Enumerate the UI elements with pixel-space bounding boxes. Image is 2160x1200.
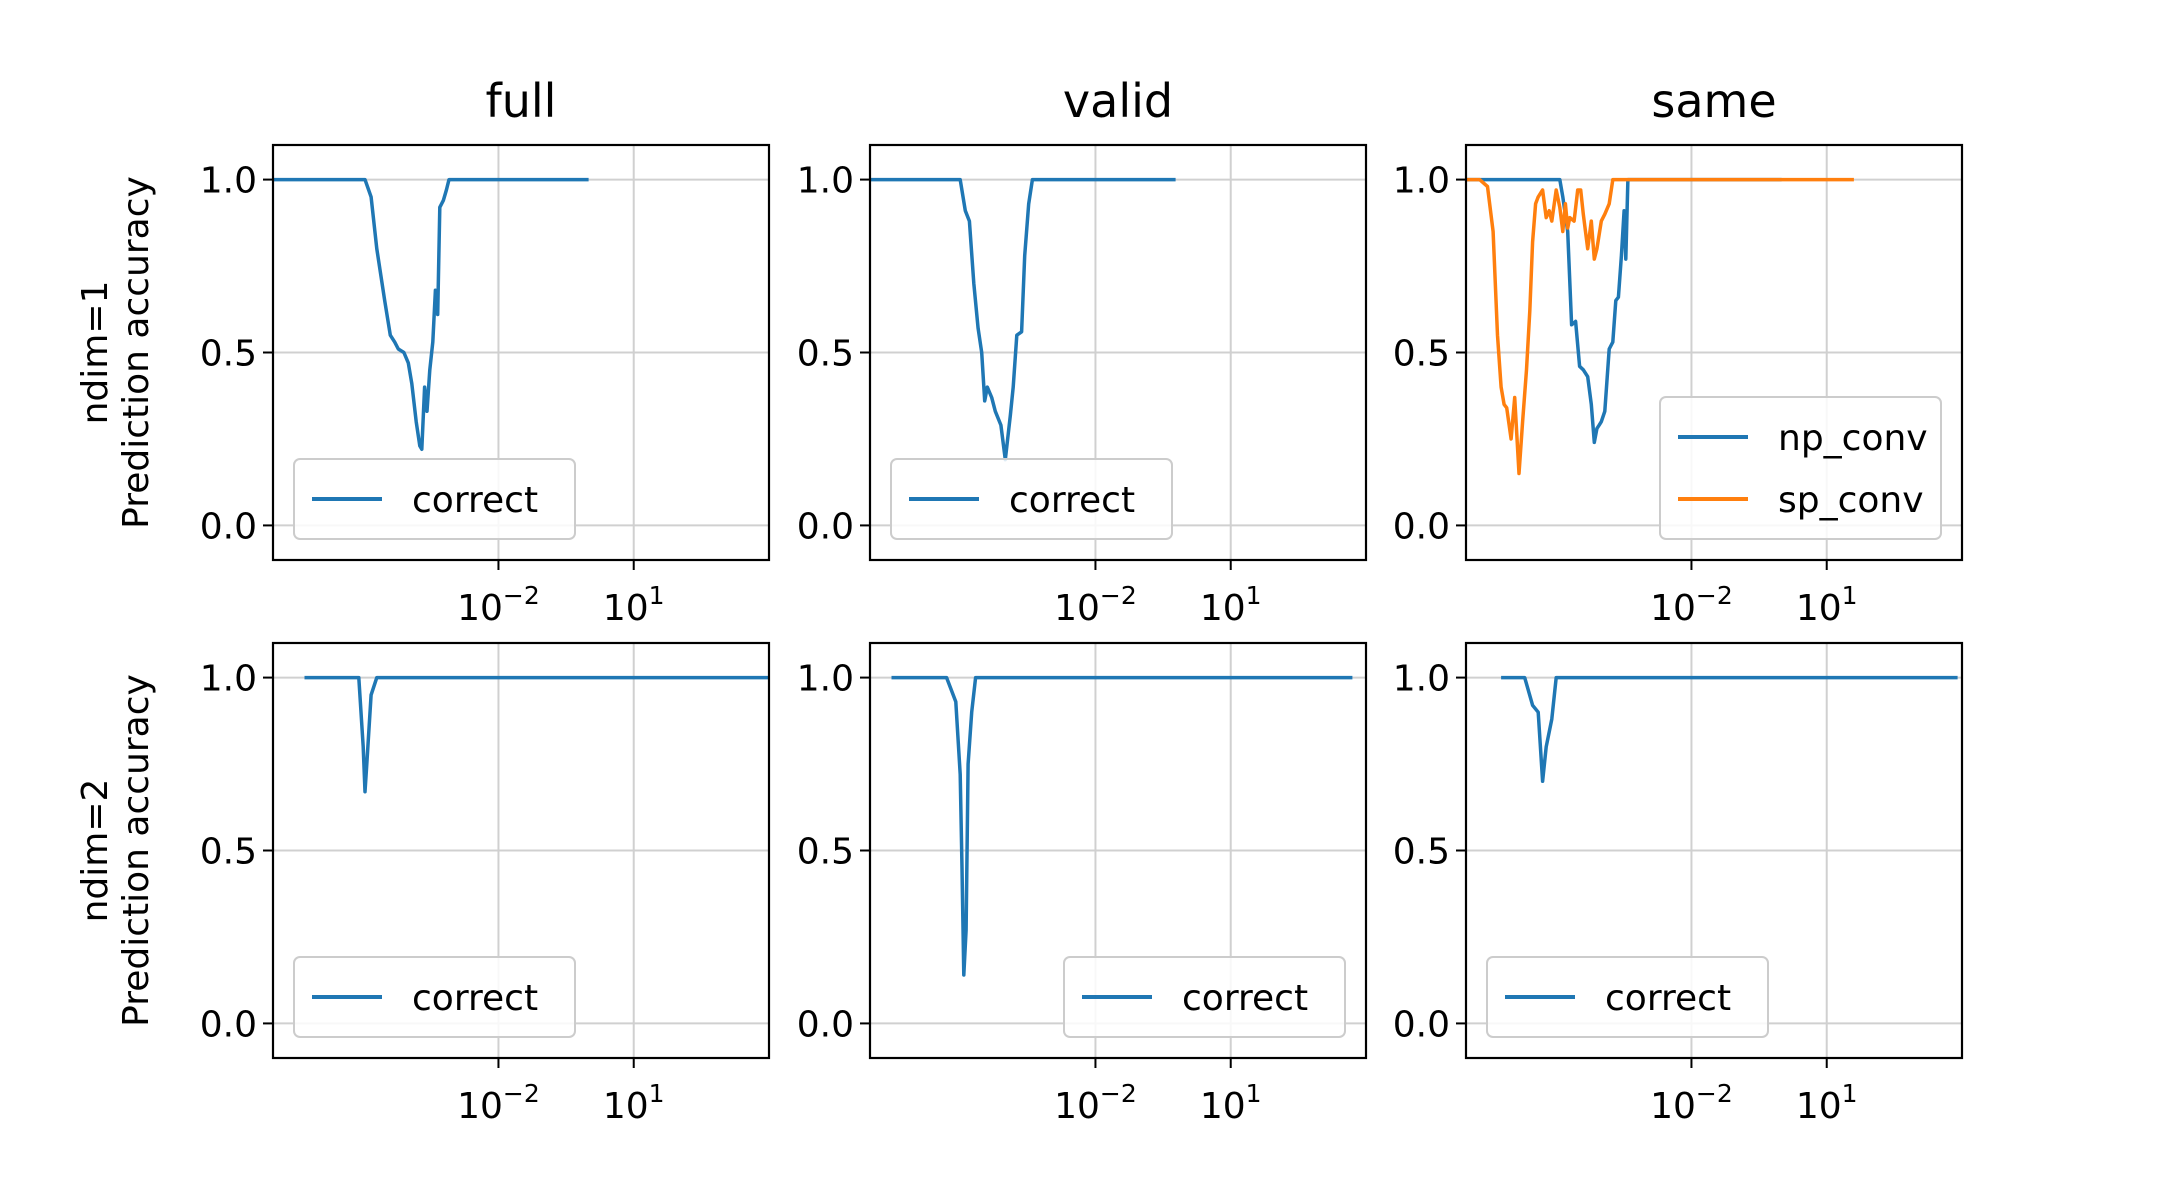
y-tick-label: 1.0 [797, 161, 854, 202]
subplot-title: same [1651, 74, 1776, 128]
x-tick-label: 10−2 [1054, 581, 1137, 629]
legend: correct [293, 458, 576, 540]
legend-label: correct [412, 978, 538, 1019]
legend: correct [1063, 956, 1346, 1038]
y-tick-label: 0.0 [797, 1004, 854, 1045]
y-tick-label: 1.0 [200, 659, 257, 700]
legend: correct [890, 458, 1173, 540]
subplot-1-1: 0.0 0.5 1.0 10−2 101 full correct [200, 74, 771, 629]
legend-box [1659, 396, 1942, 540]
y-tick-label: 0.0 [1393, 1004, 1450, 1045]
legend: np_conv sp_conv [1659, 396, 1942, 540]
subplot-1-2: 0.0 0.5 1.0 10−2 101 valid correct [797, 74, 1368, 629]
y-tick-label: 0.0 [1393, 506, 1450, 547]
legend-box [1063, 956, 1346, 1038]
legend-box [293, 956, 576, 1038]
series-line-correct [1501, 675, 1958, 784]
legend-box [1486, 956, 1769, 1038]
subplot-title: valid [1063, 74, 1173, 128]
subplot-2-3: 0.0 0.5 1.0 10−2 101 correct [1393, 641, 1964, 1127]
x-tick-label: 101 [1796, 581, 1858, 629]
y-tick-label: 0.5 [797, 832, 854, 873]
subplot-1-3: 0.0 0.5 1.0 10−2 101 same np_conv sp_conv [1393, 74, 1964, 629]
legend-box [890, 458, 1173, 540]
legend: correct [293, 956, 576, 1038]
subplot-2-1: 0.0 0.5 1.0 10−2 101 correct [200, 641, 771, 1127]
row-label-2: ndim=2 Prediction accuracy [75, 674, 157, 1027]
y-tick-label: 0.5 [1393, 334, 1450, 375]
x-tick-label: 10−2 [457, 1079, 540, 1127]
y-tick-label: 0.5 [797, 334, 854, 375]
series-line-sp-conv [1466, 177, 1854, 476]
row-label-1: ndim=1 Prediction accuracy [75, 176, 157, 529]
legend-label: correct [1182, 978, 1308, 1019]
x-tick-label: 10−2 [457, 581, 540, 629]
x-tick-label: 10−2 [1650, 1079, 1733, 1127]
legend: correct [1486, 956, 1769, 1038]
x-tick-label: 101 [603, 1079, 665, 1127]
y-tick-label: 1.0 [1393, 659, 1450, 700]
row-label-line2: Prediction accuracy [116, 674, 157, 1027]
x-tick-label: 101 [1200, 581, 1262, 629]
legend-label: sp_conv [1778, 480, 1924, 521]
row-label-line1: ndim=1 [75, 281, 116, 425]
y-tick-label: 0.5 [200, 832, 257, 873]
subplot-2-2: 0.0 0.5 1.0 10−2 101 correct [797, 641, 1368, 1127]
y-tick-label: 1.0 [200, 161, 257, 202]
y-tick-label: 1.0 [797, 659, 854, 700]
series-line-correct [891, 675, 1353, 977]
series-line-correct [304, 675, 769, 794]
y-tick-label: 0.5 [200, 334, 257, 375]
legend-label: correct [1009, 480, 1135, 521]
y-tick-label: 0.0 [200, 1004, 257, 1045]
x-tick-label: 101 [603, 581, 665, 629]
legend-label: np_conv [1778, 418, 1928, 459]
x-tick-label: 101 [1796, 1079, 1858, 1127]
row-label-line1: ndim=2 [75, 779, 116, 923]
x-tick-label: 101 [1200, 1079, 1262, 1127]
series-line-correct [273, 177, 589, 452]
legend-label: correct [412, 480, 538, 521]
y-tick-label: 0.0 [797, 506, 854, 547]
row-label-line2: Prediction accuracy [116, 176, 157, 529]
subplot-title: full [486, 74, 557, 128]
y-tick-label: 0.5 [1393, 832, 1450, 873]
y-tick-label: 1.0 [1393, 161, 1450, 202]
panels: 0.0 0.5 1.0 10−2 101 full correct 0.0 0.5 1.0 10−2… [75, 74, 1964, 1127]
legend-label: correct [1605, 978, 1731, 1019]
y-tick-label: 0.0 [200, 506, 257, 547]
legend-box [293, 458, 576, 540]
x-tick-label: 10−2 [1054, 1079, 1137, 1127]
x-tick-label: 10−2 [1650, 581, 1733, 629]
